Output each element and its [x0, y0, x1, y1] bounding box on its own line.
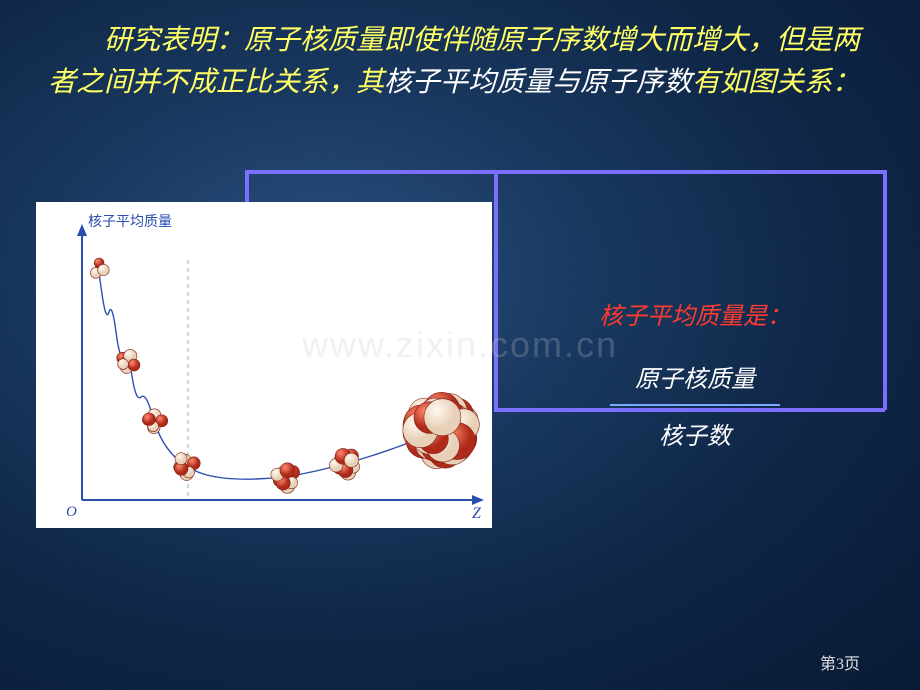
right-title: 核子平均质量是：	[540, 296, 850, 331]
fraction-denominator: 核子数	[540, 416, 850, 451]
fraction-numerator: 原子核质量	[540, 359, 850, 394]
intro-seg2: 核子平均质量与原子序数	[384, 67, 692, 98]
svg-text:核子平均质量: 核子平均质量	[88, 214, 172, 230]
svg-text:Z: Z	[472, 505, 482, 522]
svg-text:O: O	[66, 504, 77, 520]
chart-box: 核子平均质量 Z O	[36, 202, 492, 528]
page-number: 第3页	[820, 650, 860, 674]
fraction-bar	[610, 404, 780, 406]
intro-paragraph: 研究表明：原子核质量即使伴随原子序数增大而增大，但是两者之间并不成正比关系，其核…	[48, 20, 872, 104]
intro-seg3: 有如图关系：	[692, 67, 860, 98]
right-panel: 核子平均质量是： 原子核质量 核子数	[540, 296, 850, 451]
chart-svg: 核子平均质量 Z O	[36, 202, 492, 528]
